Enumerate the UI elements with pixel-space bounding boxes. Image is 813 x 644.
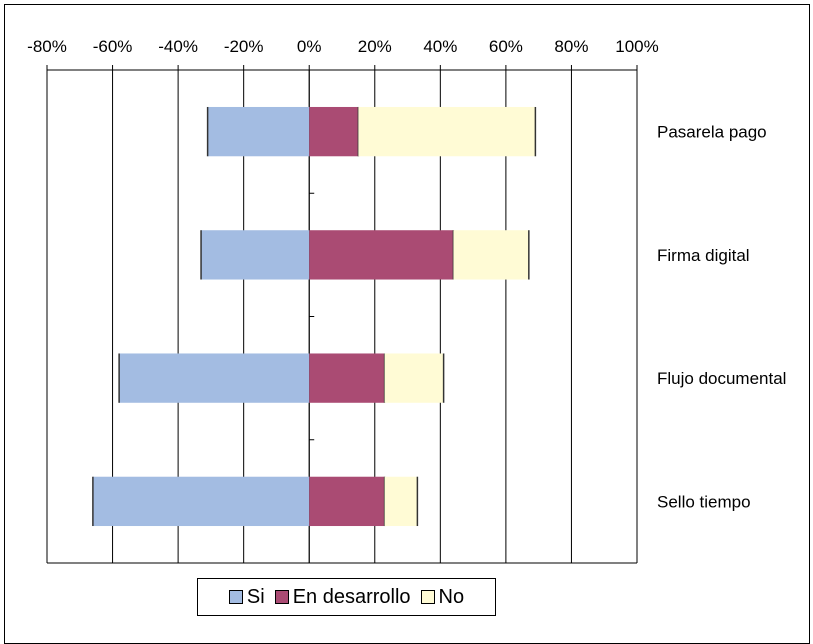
bar-segment <box>309 476 385 527</box>
bar-segment <box>358 106 536 157</box>
x-tick-label: 60% <box>489 37 523 56</box>
bar-segment <box>119 353 310 403</box>
chart-svg: -80% -60% -40% -20% 0% 20% 40% 60% 80% 100% Pasar… <box>27 37 786 564</box>
legend-item-si: Si <box>228 585 265 609</box>
legend-item-en-desarrollo: En desarrollo <box>274 585 411 609</box>
legend-item-no: No <box>420 585 465 609</box>
x-tick-label: 40% <box>423 37 457 56</box>
legend-swatch-si <box>228 590 243 604</box>
category-label: Pasarela pago <box>657 123 767 142</box>
category-labels: Pasarela pago Firma digital Flujo document… <box>657 123 786 512</box>
legend-swatch-no <box>420 590 435 604</box>
bar-segment <box>207 106 310 157</box>
legend: Si En desarrollo No <box>197 578 496 616</box>
bar-segment <box>453 230 529 280</box>
x-tick-label: -20% <box>224 37 264 56</box>
bar-segment <box>201 230 310 280</box>
bar-segment <box>309 353 385 403</box>
legend-swatch-en-desarrollo <box>274 590 289 604</box>
x-tick-label: 80% <box>554 37 588 56</box>
legend-label-en-desarrollo: En desarrollo <box>292 585 411 608</box>
bar-segment <box>309 230 454 280</box>
x-tick-label: -80% <box>27 37 67 56</box>
category-label: Sello tiempo <box>657 492 751 511</box>
category-label: Flujo documental <box>657 369 786 388</box>
legend-label-si: Si <box>246 585 265 608</box>
x-tick-label: -60% <box>93 37 133 56</box>
x-tick-labels: -80% -60% -40% -20% 0% 20% 40% 60% 80% 100% <box>27 37 659 56</box>
bar-segment <box>309 106 359 157</box>
bar-segment <box>92 476 310 527</box>
bars <box>92 106 537 527</box>
x-tick-label: 100% <box>615 37 658 56</box>
x-tick-label: 20% <box>358 37 392 56</box>
x-tick-label: 0% <box>297 37 322 56</box>
category-label: Firma digital <box>657 246 750 265</box>
legend-label-no: No <box>438 585 465 608</box>
bar-segment <box>384 476 418 527</box>
x-tick-label: -40% <box>158 37 198 56</box>
bar-segment <box>384 353 444 403</box>
